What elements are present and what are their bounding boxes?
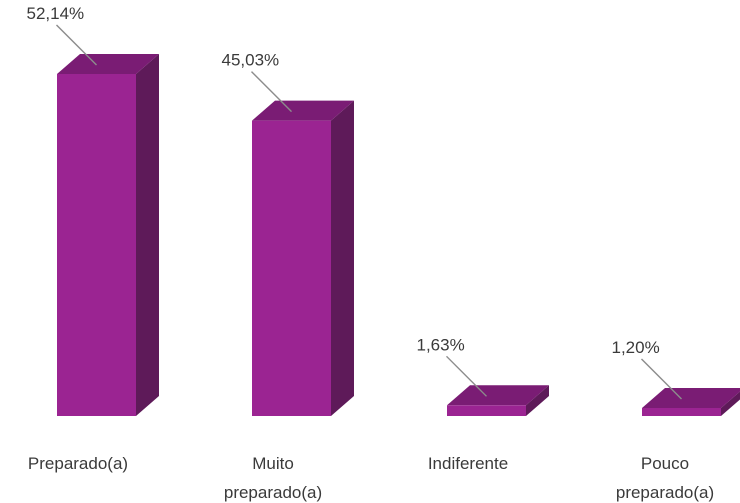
bar	[447, 405, 526, 416]
bar-side	[526, 385, 549, 416]
bar-top	[642, 388, 740, 408]
bar	[642, 408, 721, 416]
bar	[252, 120, 331, 417]
leader-line	[446, 355, 487, 397]
leader-line	[641, 358, 682, 400]
category-label: Preparado(a)	[28, 454, 128, 473]
category-label: preparado(a)	[224, 483, 322, 502]
data-label: 1,20%	[612, 338, 660, 357]
category-label: Indiferente	[428, 454, 508, 473]
bar-side	[136, 54, 159, 416]
category-label: Muito	[252, 454, 294, 473]
category-label: Pouco	[641, 454, 689, 473]
bar	[57, 74, 136, 416]
bar-top	[57, 54, 159, 74]
bar-side	[721, 391, 740, 416]
data-label: 1,63%	[417, 335, 465, 354]
leader-line	[251, 71, 292, 113]
bar-side	[331, 100, 354, 417]
leader-line	[56, 24, 97, 66]
data-label: 52,14%	[27, 4, 85, 23]
category-label: preparado(a)	[616, 483, 714, 502]
data-label: 45,03%	[222, 51, 280, 70]
bar-top	[447, 385, 549, 406]
bar-top	[252, 100, 354, 121]
